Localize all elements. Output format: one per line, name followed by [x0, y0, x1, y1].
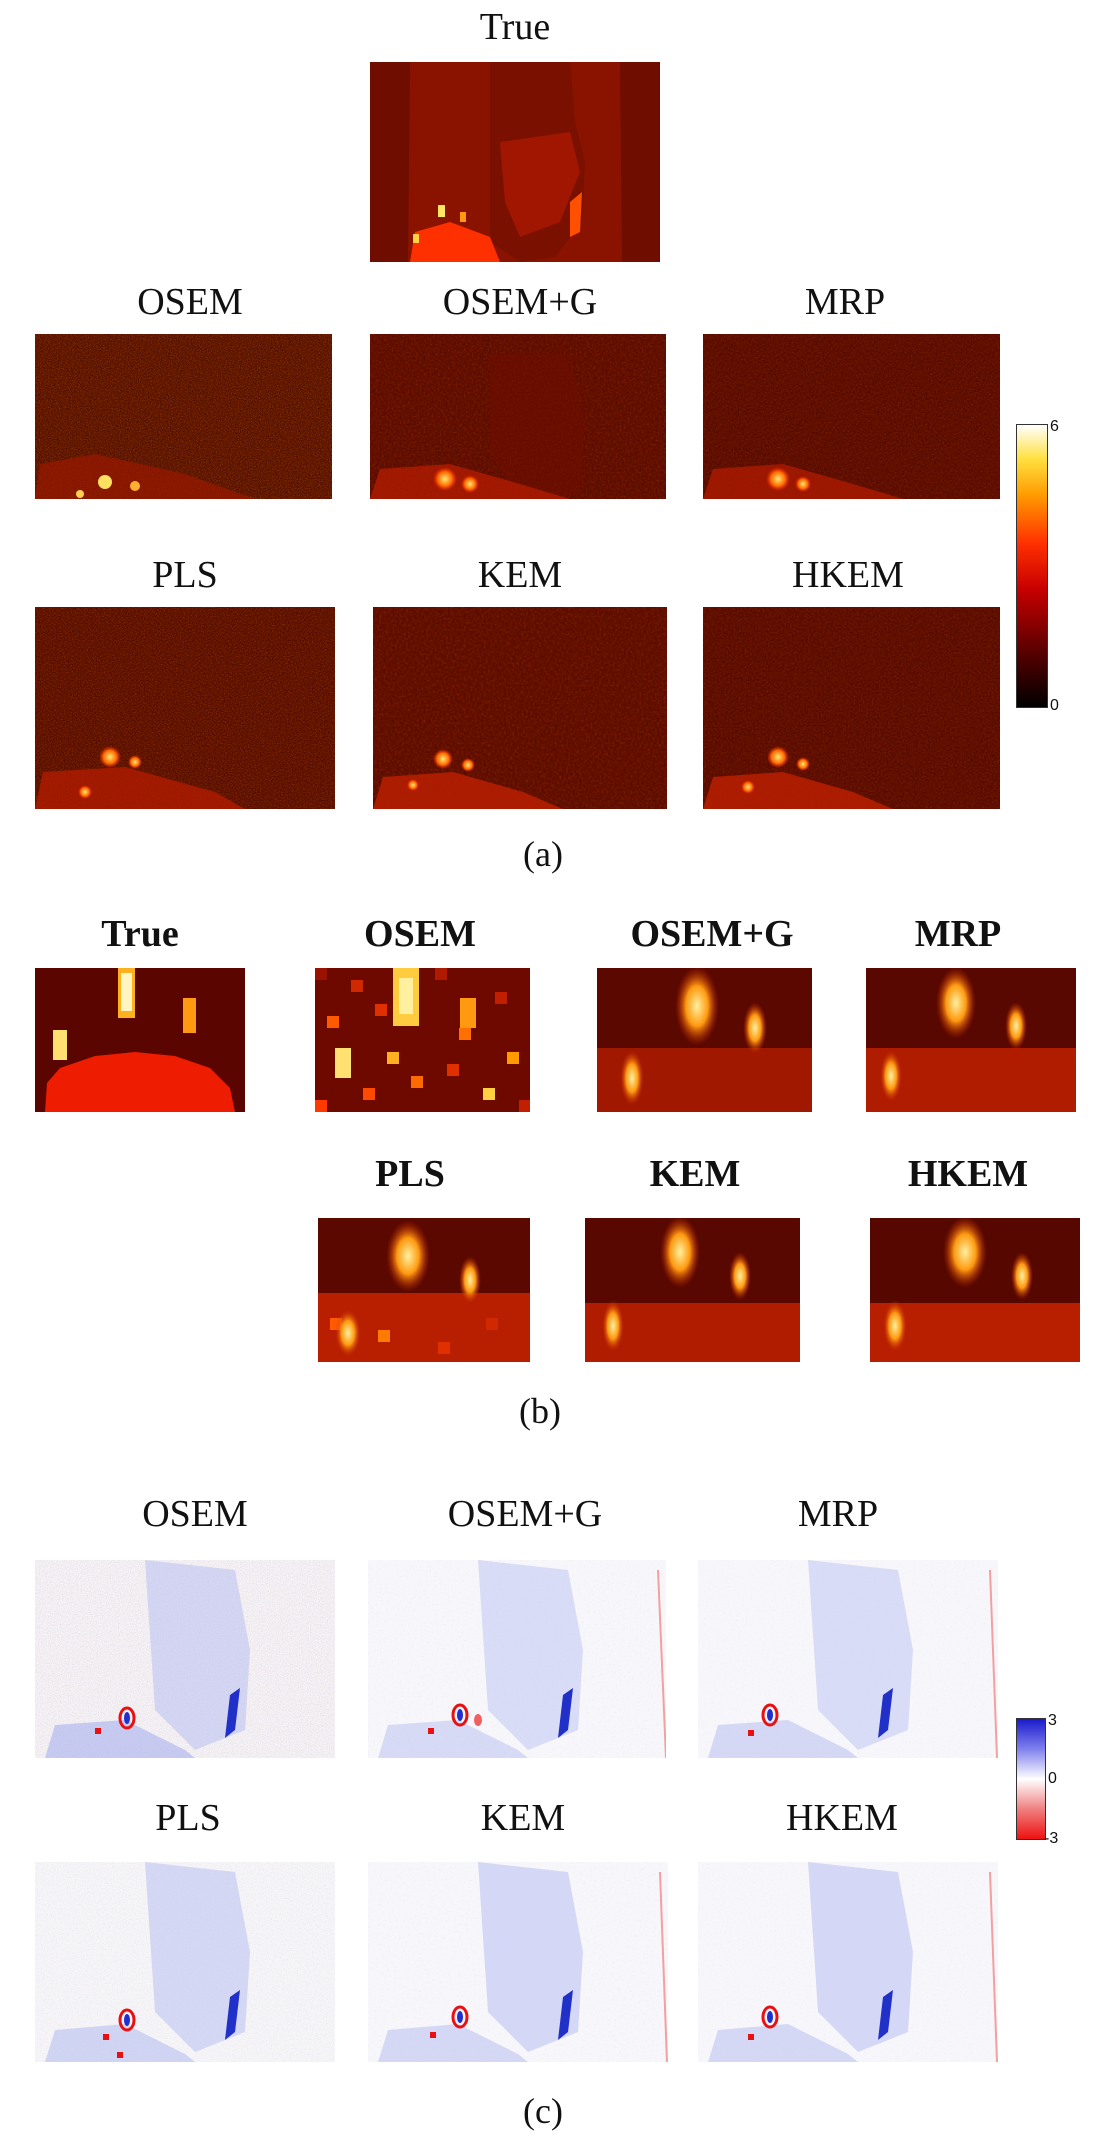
colorbar-c-max: 3 — [1048, 1712, 1057, 1729]
image-c-hkem — [698, 1862, 998, 2062]
image-a-true — [370, 62, 660, 262]
image-a-hkem — [703, 607, 1000, 809]
label-b-kem: KEM — [649, 1153, 741, 1195]
image-c-osemg — [368, 1560, 666, 1758]
label-a-pls: PLS — [152, 554, 218, 596]
image-b-osemg — [597, 968, 812, 1112]
colorbar-a-min: 0 — [1050, 697, 1059, 714]
image-a-osem — [35, 334, 332, 499]
image-b-pls — [318, 1218, 530, 1362]
label-b-osem: OSEM — [364, 913, 476, 955]
image-c-pls — [35, 1862, 335, 2062]
image-b-mrp — [866, 968, 1076, 1112]
image-c-kem — [368, 1862, 668, 2062]
caption-b: (b) — [519, 1391, 561, 1431]
label-a-osem: OSEM — [137, 281, 243, 323]
caption-a: (a) — [523, 834, 563, 874]
colorbar-a — [1016, 424, 1048, 708]
label-a-kem: KEM — [477, 554, 563, 596]
label-a-hkem: HKEM — [792, 554, 904, 596]
image-a-kem — [373, 607, 667, 809]
label-c-kem: KEM — [480, 1797, 566, 1839]
image-a-osemg — [370, 334, 666, 499]
label-b-pls: PLS — [375, 1153, 445, 1195]
label-a-mrp: MRP — [804, 281, 886, 323]
label-b-true: True — [101, 913, 179, 955]
label-b-mrp: MRP — [914, 913, 1002, 955]
image-c-osem — [35, 1560, 335, 1758]
caption-c: (c) — [523, 2091, 563, 2131]
colorbar-c-min: -3 — [1044, 1830, 1059, 1847]
colorbar-c-mid: 0 — [1048, 1770, 1057, 1787]
image-c-mrp — [698, 1560, 998, 1758]
label-c-osem: OSEM — [142, 1493, 248, 1535]
label-c-osemg: OSEM+G — [447, 1493, 603, 1535]
label-c-hkem: HKEM — [786, 1797, 898, 1839]
label-a-osemg: OSEM+G — [442, 281, 598, 323]
colorbar-c — [1016, 1718, 1046, 1840]
image-b-true — [35, 968, 245, 1112]
label-a-true: True — [479, 6, 551, 48]
label-b-osemg: OSEM+G — [630, 913, 794, 955]
image-b-hkem — [870, 1218, 1080, 1362]
label-b-hkem: HKEM — [907, 1153, 1029, 1195]
image-b-kem — [585, 1218, 800, 1362]
image-a-pls — [35, 607, 335, 809]
label-c-pls: PLS — [155, 1797, 221, 1839]
label-c-mrp: MRP — [797, 1493, 879, 1535]
image-a-mrp — [703, 334, 1000, 499]
colorbar-a-max: 6 — [1050, 418, 1059, 435]
image-b-osem — [315, 968, 530, 1112]
